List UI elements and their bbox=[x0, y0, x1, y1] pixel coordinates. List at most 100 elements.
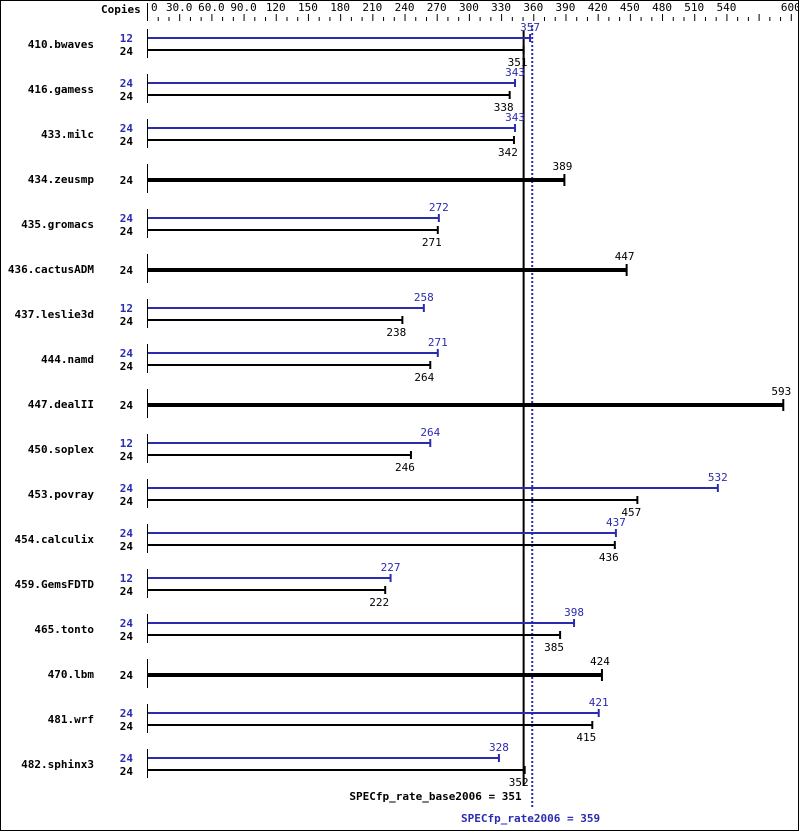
base-copies: 24 bbox=[120, 540, 134, 553]
benchmark-label: 465.tonto bbox=[34, 623, 94, 636]
base-copies: 24 bbox=[120, 399, 134, 412]
peak-copies: 12 bbox=[120, 32, 133, 45]
base-value-label: 415 bbox=[576, 731, 596, 744]
tick-label: 390 bbox=[556, 1, 576, 14]
base-copies: 24 bbox=[120, 135, 134, 148]
tick-label: 150 bbox=[298, 1, 318, 14]
peak-copies: 24 bbox=[120, 212, 134, 225]
tick-label: 240 bbox=[395, 1, 415, 14]
benchmark-label: 453.povray bbox=[28, 488, 95, 501]
tick-label: 600 bbox=[781, 1, 798, 14]
base-value-label: 447 bbox=[615, 250, 635, 263]
tick-label: 510 bbox=[684, 1, 704, 14]
peak-copies: 12 bbox=[120, 302, 133, 315]
benchmark-label: 454.calculix bbox=[15, 533, 95, 546]
peak-value-label: 272 bbox=[429, 201, 449, 214]
base-copies: 24 bbox=[120, 765, 134, 778]
benchmark-label: 435.gromacs bbox=[21, 218, 94, 231]
tick-label: 90.0 bbox=[230, 1, 257, 14]
base-value-label: 593 bbox=[771, 385, 791, 398]
peak-value-label: 328 bbox=[489, 741, 509, 754]
tick-label: 0 bbox=[151, 1, 158, 14]
peak-copies: 24 bbox=[120, 707, 134, 720]
peak-copies: 24 bbox=[120, 77, 134, 90]
peak-value-label: 343 bbox=[505, 111, 525, 124]
base-value-label: 264 bbox=[414, 371, 434, 384]
base-value-label: 457 bbox=[621, 506, 641, 519]
tick-label: 540 bbox=[716, 1, 736, 14]
benchmark-label: 416.gamess bbox=[28, 83, 94, 96]
tick-label: 420 bbox=[588, 1, 608, 14]
tick-label: 180 bbox=[330, 1, 350, 14]
base-copies: 24 bbox=[120, 174, 134, 187]
axis-label: Copies bbox=[101, 3, 141, 16]
tick-label: 30.0 bbox=[166, 1, 193, 14]
benchmark-label: 437.leslie3d bbox=[15, 308, 94, 321]
peak-value-label: 437 bbox=[606, 516, 626, 529]
base-value-label: 342 bbox=[498, 146, 518, 159]
benchmark-label: 436.cactusADM bbox=[8, 263, 94, 276]
peak-copies: 12 bbox=[120, 437, 133, 450]
peak-copies: 12 bbox=[120, 572, 133, 585]
base-copies: 24 bbox=[120, 90, 134, 103]
tick-label: 330 bbox=[491, 1, 511, 14]
benchmark-label: 459.GemsFDTD bbox=[15, 578, 95, 591]
peak-value-label: 227 bbox=[381, 561, 401, 574]
tick-label: 120 bbox=[266, 1, 286, 14]
base-copies: 24 bbox=[120, 225, 134, 238]
peak-value-label: 532 bbox=[708, 471, 728, 484]
peak-value-label: 258 bbox=[414, 291, 434, 304]
benchmark-label: 444.namd bbox=[41, 353, 94, 366]
base-metric-label: SPECfp_rate_base2006 = 351 bbox=[349, 790, 522, 803]
base-value-label: 436 bbox=[599, 551, 619, 564]
base-copies: 24 bbox=[120, 315, 134, 328]
base-value-label: 222 bbox=[369, 596, 389, 609]
base-value-label: 271 bbox=[422, 236, 442, 249]
base-copies: 24 bbox=[120, 450, 134, 463]
base-copies: 24 bbox=[120, 630, 134, 643]
benchmark-label: 410.bwaves bbox=[28, 38, 94, 51]
benchmark-label: 450.soplex bbox=[28, 443, 95, 456]
tick-label: 480 bbox=[652, 1, 672, 14]
benchmark-label: 482.sphinx3 bbox=[21, 758, 94, 771]
benchmark-label: 447.dealII bbox=[28, 398, 94, 411]
base-value-label: 389 bbox=[552, 160, 572, 173]
benchmark-label: 481.wrf bbox=[48, 713, 94, 726]
benchmark-label: 470.lbm bbox=[48, 668, 95, 681]
peak-copies: 24 bbox=[120, 527, 134, 540]
peak-value-label: 421 bbox=[589, 696, 609, 709]
base-value-label: 351 bbox=[508, 56, 528, 69]
tick-label: 360 bbox=[523, 1, 543, 14]
base-value-label: 424 bbox=[590, 655, 610, 668]
peak-value-label: 343 bbox=[505, 66, 525, 79]
tick-label: 300 bbox=[459, 1, 479, 14]
peak-copies: 24 bbox=[120, 347, 134, 360]
peak-value-label: 271 bbox=[428, 336, 448, 349]
base-value-label: 246 bbox=[395, 461, 415, 474]
benchmark-label: 433.milc bbox=[41, 128, 94, 141]
peak-value-label: 264 bbox=[420, 426, 440, 439]
tick-label: 270 bbox=[427, 1, 447, 14]
base-copies: 24 bbox=[120, 45, 134, 58]
base-value-label: 352 bbox=[509, 776, 529, 789]
base-copies: 24 bbox=[120, 360, 134, 373]
base-copies: 24 bbox=[120, 720, 134, 733]
base-copies: 24 bbox=[120, 669, 134, 682]
tick-label: 450 bbox=[620, 1, 640, 14]
tick-label: 60.0 bbox=[198, 1, 225, 14]
peak-copies: 24 bbox=[120, 122, 134, 135]
peak-copies: 24 bbox=[120, 617, 134, 630]
peak-value-label: 357 bbox=[520, 21, 540, 34]
tick-label: 210 bbox=[362, 1, 382, 14]
peak-copies: 24 bbox=[120, 752, 134, 765]
base-copies: 24 bbox=[120, 264, 134, 277]
peak-copies: 24 bbox=[120, 482, 134, 495]
base-copies: 24 bbox=[120, 585, 134, 598]
base-value-label: 385 bbox=[544, 641, 564, 654]
base-value-label: 238 bbox=[386, 326, 406, 339]
base-value-label: 338 bbox=[494, 101, 514, 114]
peak-value-label: 398 bbox=[564, 606, 584, 619]
benchmark-label: 434.zeusmp bbox=[28, 173, 95, 186]
